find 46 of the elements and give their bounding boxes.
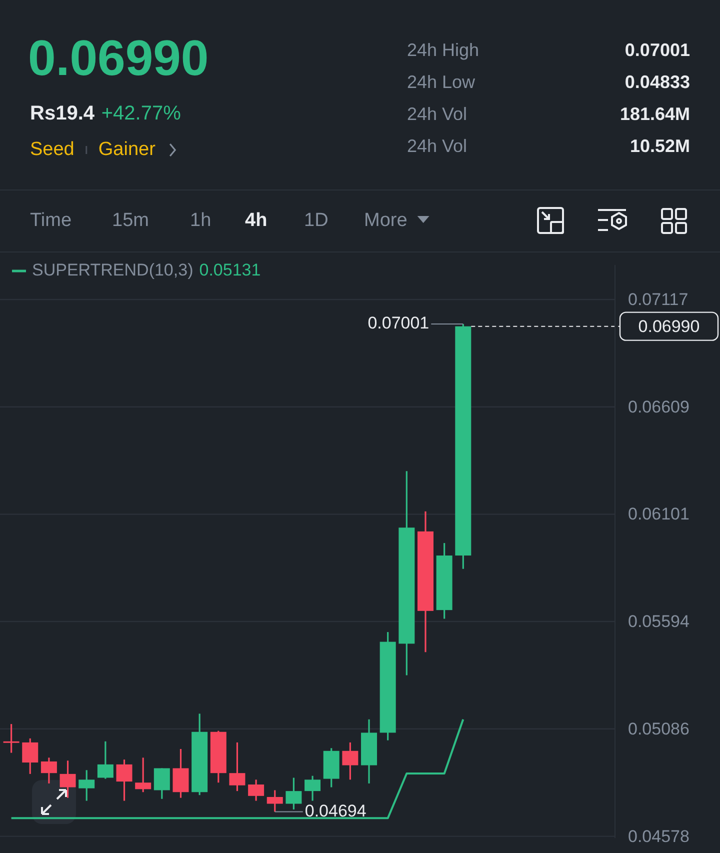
text: 0.04833: [624, 72, 690, 92]
candlestick: [135, 756, 152, 793]
y-tick-label: 0.06101: [628, 504, 690, 524]
text: +42.77%: [101, 102, 182, 124]
chart-title: 0.06990: [28, 30, 209, 86]
y-tick-label: 0.06609: [628, 397, 690, 416]
candlestick: [286, 776, 302, 810]
annotation: 0.07001: [368, 313, 430, 332]
ref-line-label: 0.06990: [638, 316, 700, 336]
candlestick: [78, 769, 95, 802]
text: 24h Vol: [407, 136, 468, 156]
text: Seed: [30, 139, 74, 160]
candlestick: [248, 778, 264, 802]
legend-label: SUPERTREND(10,3): [32, 260, 194, 280]
text: 4h: [245, 210, 268, 232]
candlestick: [3, 723, 20, 754]
text: Gainer: [98, 139, 156, 160]
candlestick: [116, 758, 132, 802]
text: 181.64M: [620, 104, 690, 124]
text: 24h Low: [407, 72, 476, 92]
candlestick: [304, 775, 321, 802]
text: Rs19.4: [30, 102, 96, 124]
text: 10.52M: [630, 136, 690, 156]
text: 24h High: [407, 40, 480, 60]
text: More: [364, 210, 408, 232]
candlestick: [22, 738, 38, 775]
candlestick: [342, 742, 358, 780]
candlestick: [60, 760, 76, 799]
candlestick: [266, 789, 283, 813]
y-tick-label: 0.05594: [628, 612, 690, 631]
y-tick-label: 0.07117: [628, 290, 688, 309]
annotation: 0.04694: [304, 801, 366, 820]
text: 1D: [304, 210, 328, 232]
candlestick: [172, 748, 189, 799]
y-tick-label: 0.05086: [628, 719, 690, 738]
candlestick: [154, 767, 170, 800]
candlestick: [40, 756, 57, 784]
text: 24h Vol: [407, 104, 468, 124]
text: 1h: [190, 210, 212, 232]
candlestick: [97, 740, 114, 780]
annotation: 0.05131: [199, 260, 261, 280]
text: Time: [30, 210, 72, 232]
text: 15m: [112, 210, 149, 232]
candlestick: [229, 742, 246, 792]
y-tick-label: 0.04578: [628, 826, 690, 846]
text: 0.07001: [624, 40, 690, 60]
